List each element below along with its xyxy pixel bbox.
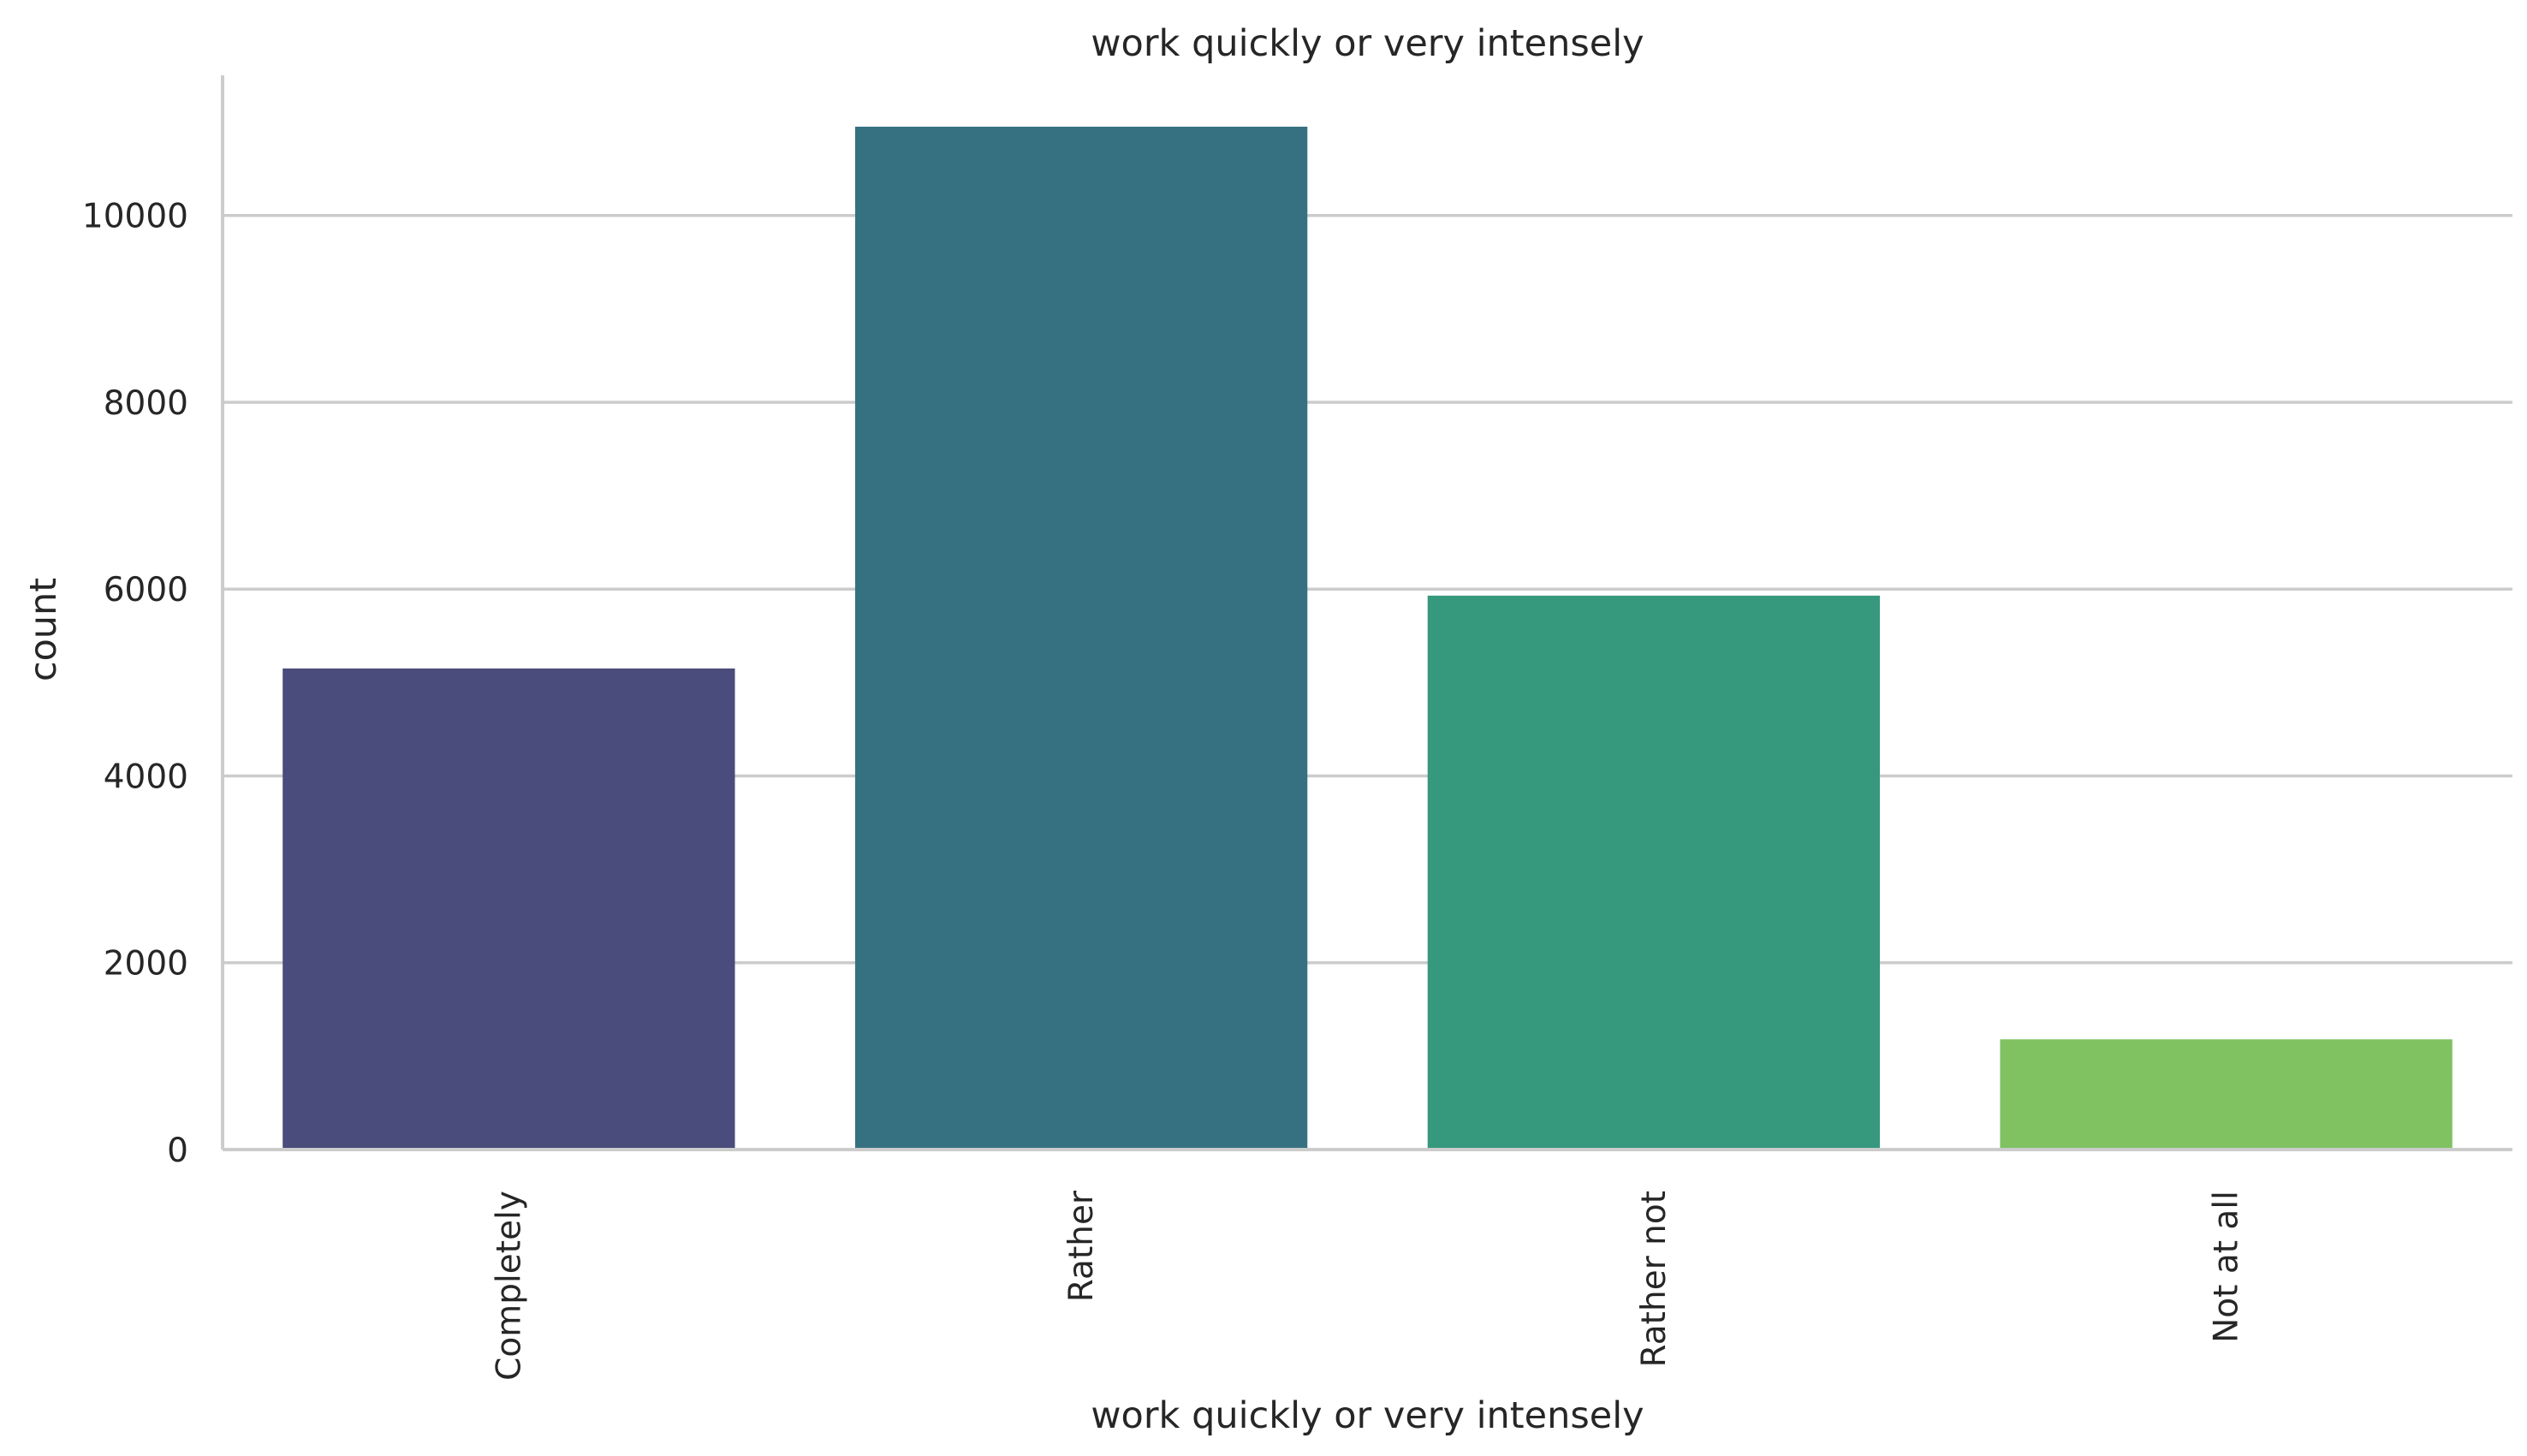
x-tick-label: Completely <box>490 1191 528 1381</box>
axes <box>221 75 2512 1151</box>
y-axis-label: count <box>22 578 65 681</box>
bar <box>1427 595 1881 1150</box>
x-axis-label: work quickly or very intensely <box>1091 1394 1644 1437</box>
x-tick-label: Rather <box>1062 1190 1101 1302</box>
y-tick-label: 0 <box>167 1132 188 1170</box>
y-tick-label: 6000 <box>104 571 188 609</box>
bar <box>2000 1039 2453 1150</box>
y-tick-label: 10000 <box>82 198 188 236</box>
y-tick-labels: 0 2000 4000 6000 8000 10000 <box>82 198 188 1170</box>
bar <box>282 668 735 1150</box>
y-tick-label: 2000 <box>104 945 188 984</box>
x-tick-label: Not at all <box>2208 1191 2246 1343</box>
x-tick-labels: Completely Rather Rather not Not at all <box>490 1190 2245 1381</box>
y-tick-label: 8000 <box>104 384 188 423</box>
chart-title: work quickly or very intensely <box>1091 22 1644 65</box>
x-tick-label: Rather not <box>1635 1191 1674 1367</box>
bars <box>282 127 2453 1150</box>
y-tick-label: 4000 <box>104 758 188 796</box>
bar <box>854 127 1308 1150</box>
